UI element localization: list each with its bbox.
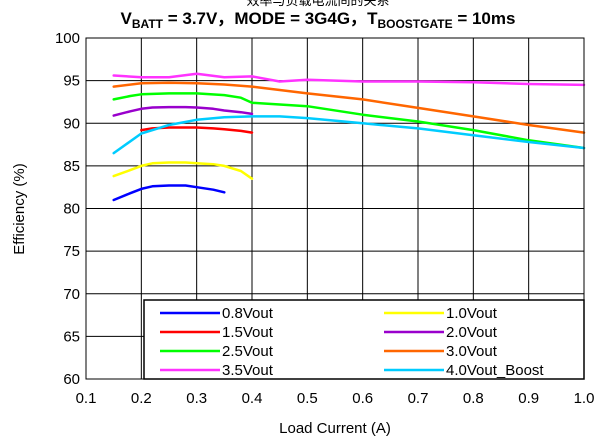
y-tick-label: 85 <box>63 158 80 175</box>
series-line-4-0vout-boost <box>112 115 586 155</box>
legend-label: 0.8Vout <box>222 305 274 322</box>
series-line-3-5vout <box>112 72 586 87</box>
x-tick-label: 0.1 <box>76 390 97 407</box>
y-tick-label: 100 <box>55 30 80 47</box>
legend-label: 2.5Vout <box>222 343 274 360</box>
legend-item: 2.5Vout <box>160 343 274 360</box>
x-tick-label: 1.0 <box>574 390 595 407</box>
title-part: = 10ms <box>453 9 516 28</box>
chart-title: VBATT = 3.7V，MODE = 3G4G，TBOOSTGATE = 10… <box>121 9 516 31</box>
legend-item: 3.0Vout <box>384 343 498 360</box>
x-tick-label: 0.5 <box>297 390 318 407</box>
x-tick-label: 0.3 <box>186 390 207 407</box>
legend-item: 3.5Vout <box>160 362 274 379</box>
x-axis-label: Load Current (A) <box>279 420 391 437</box>
x-tick-label: 0.2 <box>131 390 152 407</box>
legend-item: 2.0Vout <box>384 324 498 341</box>
x-tick-labels: 0.1 0.2 0.3 0.4 0.5 0.6 0.7 0.8 0.9 1.0 <box>76 390 595 407</box>
y-tick-label: 80 <box>63 201 80 218</box>
x-tick-label: 0.7 <box>408 390 429 407</box>
legend: 0.8Vout 1.0Vout 1.5Vout 2.0Vout 2.5Vout 3.0Vo… <box>143 299 585 380</box>
legend-label: 1.0Vout <box>446 305 498 322</box>
legend-label: 4.0Vout_Boost <box>446 362 544 379</box>
title-part: V <box>121 9 133 28</box>
title-part: BATT <box>132 17 164 31</box>
legend-label: 2.0Vout <box>446 324 498 341</box>
y-tick-label: 70 <box>63 286 80 303</box>
y-tick-label: 95 <box>63 73 80 90</box>
series-line-1-0vout <box>112 161 254 180</box>
y-tick-label: 60 <box>63 371 80 388</box>
y-axis-label: Efficiency (%) <box>11 163 28 254</box>
series-layer <box>112 72 586 202</box>
y-tick-label: 75 <box>63 243 80 260</box>
legend-item: 1.0Vout <box>384 305 498 322</box>
legend-label: 1.5Vout <box>222 324 274 341</box>
x-tick-label: 0.4 <box>242 390 263 407</box>
title-part: = 3.7V，MODE = 3G4G，T <box>163 9 378 28</box>
series-line-2-5vout <box>112 92 586 150</box>
x-tick-label: 0.8 <box>463 390 484 407</box>
y-tick-label: 90 <box>63 115 80 132</box>
x-tick-label: 0.9 <box>518 390 539 407</box>
y-tick-labels: 60 65 70 75 80 85 90 95 100 <box>55 30 80 388</box>
series-line-0-8vout <box>112 184 226 202</box>
chart-title-top: 效率与负载电流间的关系 <box>246 0 389 8</box>
title-part: BOOSTGATE <box>377 17 452 31</box>
series-line-2-0vout <box>112 105 254 117</box>
legend-item: 1.5Vout <box>160 324 274 341</box>
legend-label: 3.0Vout <box>446 343 498 360</box>
legend-item: 0.8Vout <box>160 305 274 322</box>
legend-item: 4.0Vout_Boost <box>384 362 544 379</box>
legend-label: 3.5Vout <box>222 362 274 379</box>
x-tick-label: 0.6 <box>352 390 373 407</box>
series-line-3-0vout <box>112 81 586 134</box>
y-tick-label: 65 <box>63 328 80 345</box>
